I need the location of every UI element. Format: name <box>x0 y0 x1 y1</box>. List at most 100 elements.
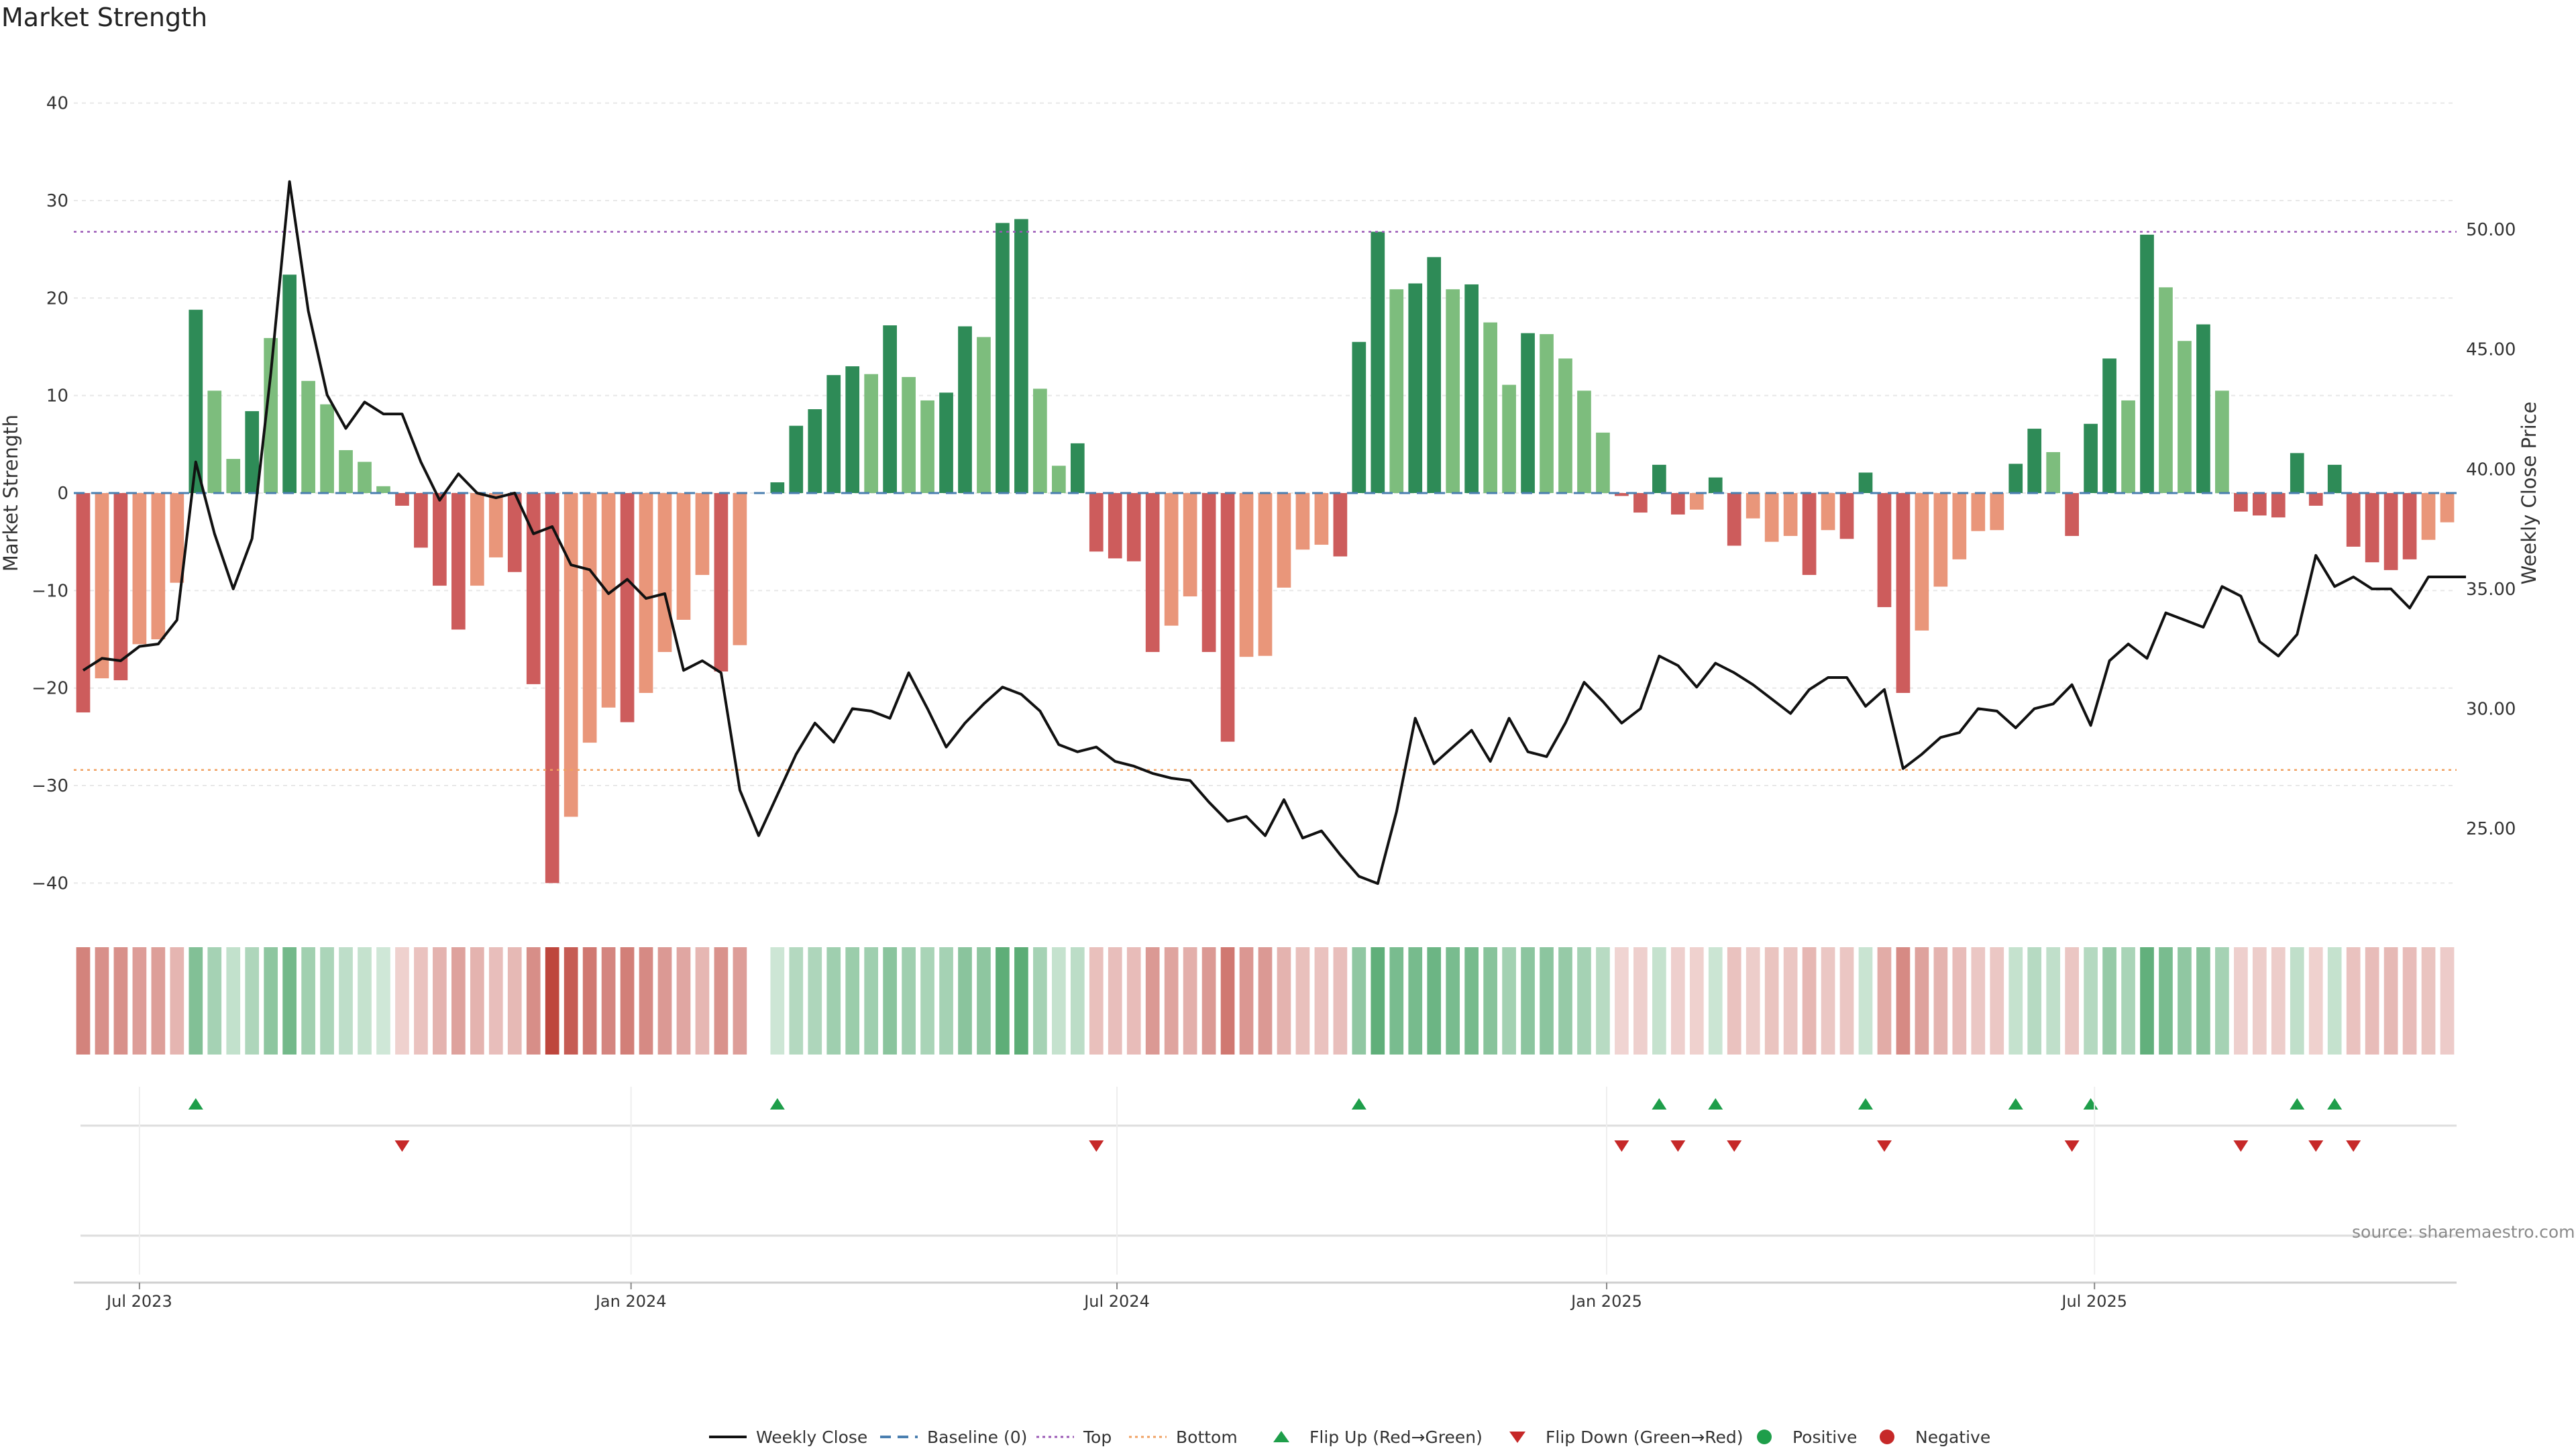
heat-cell <box>1164 947 1179 1055</box>
x-tick-label: Jul 2024 <box>1083 1292 1150 1311</box>
heat-cell <box>1464 947 1479 1055</box>
heat-cell <box>1502 947 1516 1055</box>
strength-bar <box>1408 283 1423 493</box>
heat-cell <box>1014 947 1028 1055</box>
strength-bar <box>132 493 147 645</box>
strength-bar <box>1783 493 1798 536</box>
strength-bar <box>1990 493 2004 531</box>
heat-cell <box>2383 947 2398 1055</box>
heat-cell <box>2271 947 2286 1055</box>
strength-bar <box>2065 493 2079 536</box>
strength-bar <box>902 377 916 493</box>
strength-bar <box>1877 493 1892 608</box>
heat-cell <box>545 947 559 1055</box>
strength-bar <box>1108 493 1122 559</box>
y2-axis-title: Weekly Close Price <box>2518 402 2540 585</box>
strength-bar <box>958 326 972 493</box>
strength-bar <box>1389 289 1404 493</box>
heat-cell <box>1933 947 1948 1055</box>
y-tick-label: −10 <box>32 581 68 601</box>
y-tick-label: −20 <box>32 679 68 699</box>
strength-bar <box>207 390 222 493</box>
strength-bar <box>1464 284 1479 493</box>
heat-cell <box>939 947 953 1055</box>
strength-bar <box>1201 493 1216 652</box>
legend-label: Baseline (0) <box>927 1427 1028 1447</box>
heat-cell <box>2327 947 2342 1055</box>
heat-cell <box>2178 947 2192 1055</box>
y2-tick-label: 45.00 <box>2466 340 2516 360</box>
strength-bar <box>339 450 353 493</box>
heat-cell <box>1126 947 1141 1055</box>
legend-item: Negative <box>1867 1421 1990 1453</box>
heat-cell <box>1389 947 1404 1055</box>
flip-up-marker <box>2008 1098 2023 1110</box>
heat-cell <box>95 947 109 1055</box>
strength-bar <box>526 493 541 684</box>
y-tick-label: 20 <box>46 288 68 309</box>
flip-up-marker <box>1351 1098 1366 1110</box>
strength-bar <box>695 493 710 576</box>
strength-bar <box>358 462 372 493</box>
strength-bar <box>1708 477 1723 493</box>
dashed-line-icon <box>880 1436 918 1438</box>
flip-up-marker <box>2327 1098 2343 1110</box>
legend: Weekly Close Baseline (0) Top Bottom Flip Up… <box>0 1421 2576 1453</box>
strength-bar <box>826 375 841 493</box>
strength-bar <box>676 493 691 620</box>
heat-cell <box>1277 947 1291 1055</box>
strength-bar <box>1746 493 1760 519</box>
strength-bar <box>770 482 785 493</box>
flip-down-marker <box>1876 1140 1892 1152</box>
heat-cell <box>1689 947 1704 1055</box>
strength-bar <box>1033 388 1047 493</box>
strength-bar <box>1521 333 1535 493</box>
y-tick-label: 0 <box>57 484 68 504</box>
strength-bar <box>95 493 109 679</box>
heat-cell <box>864 947 879 1055</box>
strength-bar <box>2215 390 2229 493</box>
strength-bar <box>845 366 860 493</box>
y2-tick-label: 50.00 <box>2466 220 2516 240</box>
heat-cell <box>564 947 578 1055</box>
heat-cell <box>1070 947 1085 1055</box>
strength-bar <box>1858 472 1873 493</box>
heat-cell <box>770 947 785 1055</box>
strength-bar <box>1689 493 1704 510</box>
heat-cell <box>1915 947 1929 1055</box>
heat-cell <box>1033 947 1047 1055</box>
heat-cell <box>1802 947 1817 1055</box>
strength-bar <box>2234 493 2248 512</box>
heat-cell <box>1633 947 1648 1055</box>
heat-cell <box>1295 947 1310 1055</box>
strength-bar <box>1051 466 1066 493</box>
strength-bar <box>1277 493 1291 588</box>
heat-cell <box>1558 947 1572 1055</box>
heat-cell <box>1483 947 1497 1055</box>
heat-cell <box>601 947 616 1055</box>
strength-bar <box>1821 493 1835 531</box>
heat-cell <box>76 947 91 1055</box>
strength-bar <box>920 400 934 493</box>
strength-bar <box>582 493 597 743</box>
flip-up-marker <box>1652 1098 1667 1110</box>
heat-cell <box>1446 947 1460 1055</box>
heat-cell <box>2084 947 2098 1055</box>
strength-bar <box>1971 493 1986 531</box>
strength-bar <box>2046 451 2061 493</box>
heat-cell <box>2065 947 2079 1055</box>
strength-bar <box>1126 493 1141 561</box>
flip-up-marker <box>188 1098 203 1110</box>
weekly-close-line <box>82 180 2466 885</box>
heat-cell <box>245 947 260 1055</box>
heat-cell <box>320 947 334 1055</box>
heat-cell <box>507 947 522 1055</box>
strength-bar <box>1540 334 1554 493</box>
heat-cell <box>1239 947 1254 1055</box>
x-tick-label: Jan 2024 <box>594 1292 667 1311</box>
circle-icon <box>1757 1430 1772 1444</box>
heat-cell <box>1764 947 1779 1055</box>
strength-bar <box>1352 341 1366 493</box>
heat-cell <box>226 947 241 1055</box>
strength-bar <box>1483 322 1497 493</box>
